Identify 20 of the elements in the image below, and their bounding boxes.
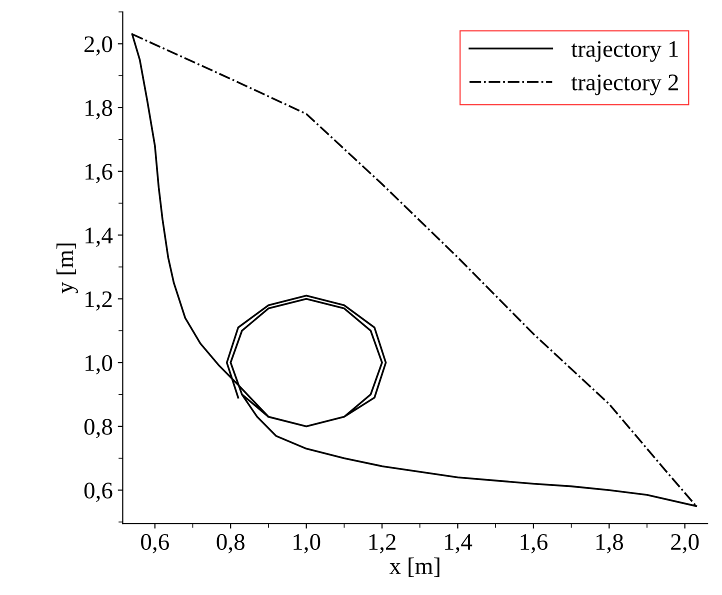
y-tick-label: 2,0 xyxy=(84,36,112,56)
x-axis-title: x [m] xyxy=(389,558,440,578)
x-tick-label: 2,0 xyxy=(671,534,699,554)
y-tick-label: 0,8 xyxy=(84,418,112,438)
y-tick-label: 1,8 xyxy=(86,100,112,120)
y-tick-label: 0,6 xyxy=(84,482,112,502)
y-axis-title: y [m] xyxy=(56,244,78,294)
x-tick-label: 1,6 xyxy=(520,534,548,554)
x-tick-label: 1,2 xyxy=(369,534,396,554)
y-tick-label: 1,2 xyxy=(86,291,112,311)
x-tick-label: 0,8 xyxy=(216,534,244,554)
y-tick-label: 1,4 xyxy=(86,228,113,247)
x-tick-label: 1,4 xyxy=(445,534,472,554)
y-tick-label: 1,0 xyxy=(86,355,112,374)
x-tick-label: 1,8 xyxy=(596,534,623,554)
x-tick-label: 1,0 xyxy=(294,534,320,554)
x-tick-label: 0,6 xyxy=(141,534,169,554)
y-tick-label: 1,6 xyxy=(86,164,112,184)
legend-label: trajectory 1 xyxy=(571,41,678,62)
legend-label: trajectory 2 xyxy=(571,74,678,96)
